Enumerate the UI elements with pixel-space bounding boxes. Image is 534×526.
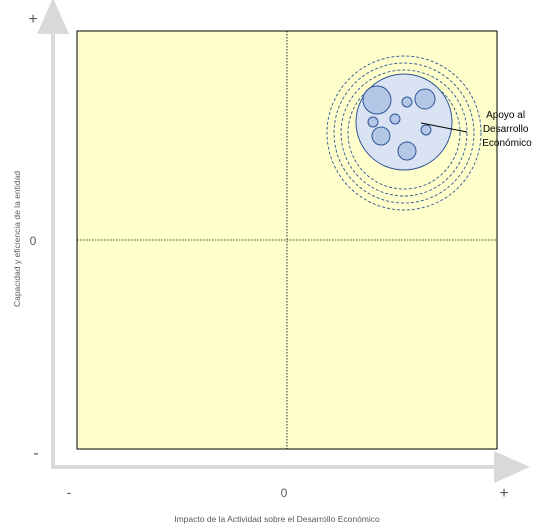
cluster-label-line: Apoyo al [486,110,525,121]
bubble [362,85,392,115]
halo-ring [333,62,475,204]
bubble [414,88,436,110]
x-min-label: - [67,484,72,500]
halo-ring [347,76,461,190]
bubble [420,124,432,136]
bubbles [362,85,436,161]
bubble [371,126,391,146]
x-mid-label: 0 [281,486,288,500]
y-mid-label: 0 [30,234,37,248]
x-max-label: + [499,485,508,502]
bubble [401,96,413,108]
bubble [397,141,417,161]
halo-ring [340,69,468,197]
bubble [389,113,401,125]
cluster-label-line: Económico [482,138,532,149]
label-leader-line [420,122,468,133]
cluster-label: Apoyo al Desarrollo Económico [482,110,532,149]
bubble [367,116,379,128]
y-max-label: + [28,11,37,28]
cluster-label-line: Desarrollo [483,124,529,135]
halo-ring [326,55,482,211]
y-axis-title: Capacidad y eficiencia de la entidad [12,171,22,307]
cluster-halo [326,55,482,211]
x-axis-title: Impacto de la Actividad sobre el Desarro… [174,514,380,524]
y-min-label: - [33,445,38,462]
